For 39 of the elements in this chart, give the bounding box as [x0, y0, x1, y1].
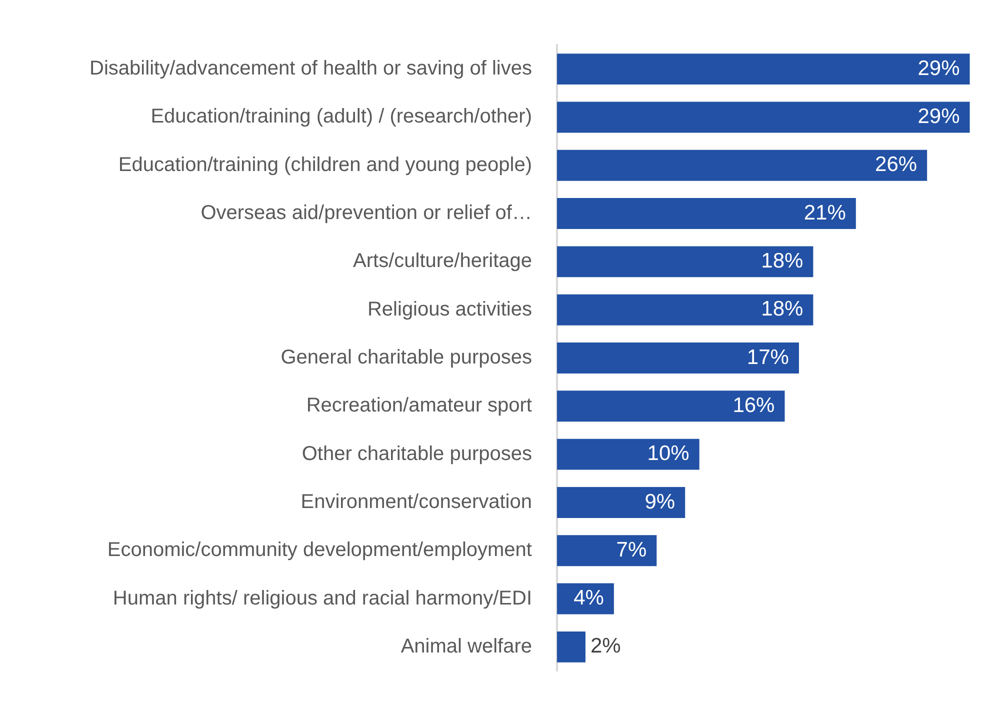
bar [557, 246, 814, 278]
y-tick-label: Religious activities [367, 298, 532, 320]
bar [557, 102, 970, 133]
bar [557, 583, 614, 614]
y-tick-label: General charitable purposes [280, 346, 532, 369]
bar [557, 294, 814, 326]
bar [557, 438, 700, 470]
y-tick-label: Environment/conservation [300, 490, 532, 513]
y-tick-label: Economic/community development/employment [107, 539, 532, 562]
data-label: 16% [732, 394, 775, 417]
data-label: 7% [616, 538, 647, 562]
y-tick-label: Overseas aid/prevention or relief of… [200, 202, 532, 224]
y-tick-label: Education/training (children and young people) [118, 154, 532, 176]
bar [557, 342, 799, 374]
bar [557, 631, 586, 662]
y-tick-label: Animal welfare [400, 635, 532, 658]
data-label: 2% [590, 634, 621, 658]
y-tick-label: Other charitable purposes [302, 442, 532, 465]
bar [557, 535, 657, 566]
bar [557, 390, 785, 422]
data-label: 18% [761, 249, 804, 272]
data-label: 29% [918, 56, 960, 80]
y-tick-label: Human rights/ religious and racial harmony/EDI [112, 587, 532, 610]
data-label: 10% [647, 442, 690, 466]
data-label: 21% [804, 201, 846, 224]
y-tick-label: Recreation/amateur sport [306, 394, 532, 417]
y-tick-label: Disability/advancement of health or saving of lives [90, 58, 532, 80]
bar [557, 198, 856, 230]
data-label: 9% [644, 490, 676, 514]
bar [557, 54, 970, 85]
bar [557, 486, 686, 518]
data-label: 17% [746, 346, 789, 369]
data-label: 4% [574, 586, 604, 610]
y-tick-label: Arts/culture/heritage [353, 250, 532, 272]
bar [557, 150, 928, 181]
data-label: 29% [918, 105, 960, 128]
data-label: 26% [875, 153, 918, 176]
y-tick-label: Education/training (adult) / (research/other) [150, 106, 532, 128]
data-label: 18% [761, 298, 804, 321]
